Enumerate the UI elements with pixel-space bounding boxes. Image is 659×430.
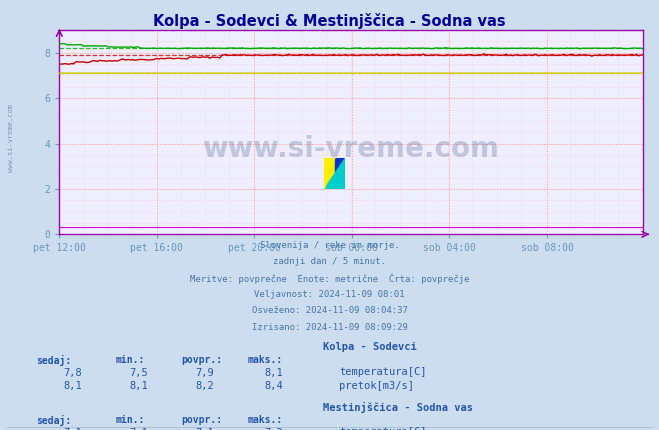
Text: Mestinjščica - Sodna vas: Mestinjščica - Sodna vas (323, 402, 473, 413)
Text: www.si-vreme.com: www.si-vreme.com (8, 104, 14, 172)
Text: maks.:: maks.: (247, 355, 282, 365)
Text: temperatura[C]: temperatura[C] (339, 367, 427, 377)
Text: zadnji dan / 5 minut.: zadnji dan / 5 minut. (273, 257, 386, 266)
Text: 7,2: 7,2 (265, 428, 283, 430)
Text: Slovenija / reke in morje.: Slovenija / reke in morje. (260, 241, 399, 250)
Bar (335, 158, 345, 189)
Text: 7,1: 7,1 (130, 428, 148, 430)
Text: 8,1: 8,1 (265, 368, 283, 378)
Text: sedaj:: sedaj: (36, 355, 71, 366)
Text: 8,4: 8,4 (265, 381, 283, 391)
Text: 8,1: 8,1 (64, 381, 82, 391)
Text: Veljavnost: 2024-11-09 08:01: Veljavnost: 2024-11-09 08:01 (254, 290, 405, 299)
Text: www.si-vreme.com: www.si-vreme.com (202, 135, 500, 163)
Polygon shape (324, 158, 335, 189)
Text: Meritve: povprečne  Enote: metrične  Črta: povprečje: Meritve: povprečne Enote: metrične Črta:… (190, 273, 469, 284)
Text: 7,1: 7,1 (64, 428, 82, 430)
Text: min.:: min.: (115, 355, 145, 365)
Text: pretok[m3/s]: pretok[m3/s] (339, 381, 415, 390)
Text: povpr.:: povpr.: (181, 415, 222, 425)
Text: maks.:: maks.: (247, 415, 282, 425)
Text: povpr.:: povpr.: (181, 355, 222, 365)
Text: Kolpa - Sodevci: Kolpa - Sodevci (323, 342, 416, 352)
Text: Kolpa - Sodevci & Mestinjščica - Sodna vas: Kolpa - Sodevci & Mestinjščica - Sodna v… (153, 13, 506, 29)
Text: 8,1: 8,1 (130, 381, 148, 391)
Text: sedaj:: sedaj: (36, 415, 71, 426)
Text: 8,2: 8,2 (196, 381, 214, 391)
Text: 7,8: 7,8 (64, 368, 82, 378)
Text: 7,5: 7,5 (130, 368, 148, 378)
Text: temperatura[C]: temperatura[C] (339, 427, 427, 430)
Text: 7,9: 7,9 (196, 368, 214, 378)
Text: Izrisano: 2024-11-09 08:09:29: Izrisano: 2024-11-09 08:09:29 (252, 322, 407, 332)
Bar (324, 158, 335, 189)
Polygon shape (324, 158, 345, 189)
Text: 7,1: 7,1 (196, 428, 214, 430)
Text: min.:: min.: (115, 415, 145, 425)
Text: Osveženo: 2024-11-09 08:04:37: Osveženo: 2024-11-09 08:04:37 (252, 306, 407, 315)
